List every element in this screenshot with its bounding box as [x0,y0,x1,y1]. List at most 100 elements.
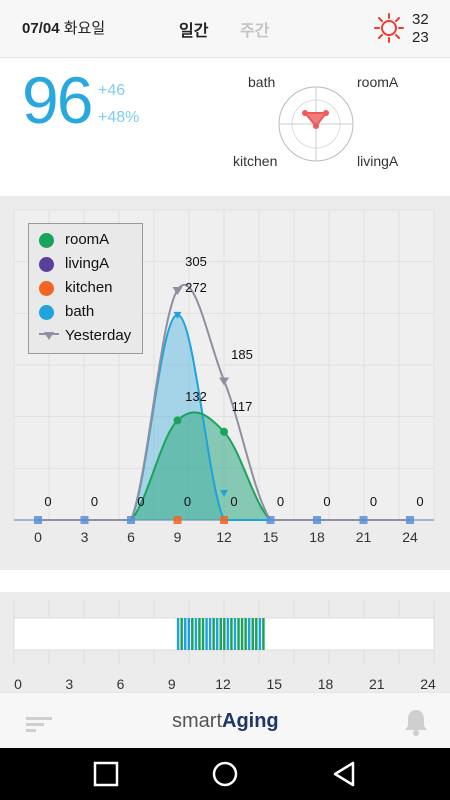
timeline-bar-bath [208,618,212,650]
score-delta-percent: +48% [98,109,140,126]
timeline-bar-rooma [219,618,223,650]
data-label: 0 [416,494,423,509]
data-label: 305 [185,254,207,269]
x-tick-label: 24 [402,529,418,545]
timeline-bar-bath [226,618,230,650]
score-panel: 96 +46 +48% bath roomA kitchen livingA [0,58,450,196]
marker-base [220,516,228,524]
timeline-bar-rooma [255,618,258,650]
timeline-tick-label: 24 [420,676,436,692]
room-label-kitchen: kitchen [233,153,278,169]
marker-bath [220,489,228,497]
timeline-bar-rooma [262,618,265,650]
data-label: 0 [230,494,237,509]
brand-bold: Aging [222,710,279,732]
chart-x-ticks: 0 3 6 9 12 15 18 21 24 [34,529,418,545]
marker-base [127,516,135,524]
temp-low: 23 [412,29,429,46]
marker-base [173,516,182,524]
x-tick-label: 0 [34,529,42,545]
timeline-bar-rooma [201,618,205,650]
timeline-bar-bath [187,618,191,650]
daily-activity-chart: 0 0 0 0 0 0 0 0 0 305 272 185 132 117 0 3 6 9 12 15 18 21 24 … [0,196,450,570]
marker-base [34,516,42,524]
timeline-tick-label: 6 [117,676,125,692]
room-label-bath: bath [248,74,276,90]
marker-yesterday [219,377,229,386]
timeline-ticks: 0 3 6 9 12 15 18 21 24 [14,676,436,692]
back-icon[interactable] [331,760,359,788]
data-label: 0 [277,494,284,509]
chart-markers [34,286,414,524]
radar-point-bath [302,110,308,116]
timeline-tick-label: 18 [318,676,334,692]
data-label: 185 [231,347,253,362]
activity-score: 96 [22,63,93,137]
area-rooma [38,412,410,520]
section-divider [0,570,450,592]
score-delta-absolute: +46 [98,82,126,99]
radar-point-rooma [323,110,329,116]
tab-weekly[interactable]: 주간 [240,23,270,40]
chart-legend: roomA livingA kitchen bath Yesterday [28,223,143,354]
legend-label: Yesterday [65,327,132,344]
marker-rooma [220,427,228,436]
timeline-bar-bath [247,618,251,650]
radar-shape [302,112,329,128]
date-value: 07/04 [22,20,60,37]
timeline-tick-label: 21 [369,676,385,692]
data-label: 0 [370,494,377,509]
marker-yesterday [172,286,183,295]
room-label-livinga: livingA [357,153,399,169]
data-label: 132 [185,389,207,404]
data-label: 0 [184,494,191,509]
legend-marker [39,257,54,272]
timeline-tick-label: 15 [266,676,282,692]
bell-icon[interactable] [403,708,429,736]
legend-label: kitchen [65,279,113,296]
marker-base [313,516,321,524]
timeline-canvas: 0 3 6 9 12 15 18 21 24 [13,600,436,692]
timeline-bar-rooma [230,618,233,650]
timeline-bar-rooma [251,618,254,650]
timeline-bar-bath [215,618,219,650]
x-tick-label: 3 [81,529,89,545]
marker-base [266,516,275,524]
timeline-bar-rooma [191,618,194,650]
data-label: 0 [91,494,98,509]
timeline-bar-rooma [180,618,183,650]
top-bar: 07/04 화요일 일간 주간 32 23 [0,0,450,58]
home-icon[interactable] [211,760,239,788]
recent-apps-icon[interactable] [92,760,120,788]
marker-base [406,516,414,524]
timeline-bar-bath [183,618,187,650]
marker-base [80,516,89,524]
legend-label: bath [65,303,95,320]
timeline-bar-bath [205,618,208,650]
timeline-bar-bath [258,618,262,650]
data-label: 0 [323,494,330,509]
data-label: 272 [185,280,207,295]
timeline-tick-label: 0 [14,676,22,692]
timeline-tick-label: 9 [168,676,176,692]
temperature-readout: 32 23 [412,11,429,47]
legend-marker [39,305,54,320]
tab-daily[interactable]: 일간 [179,23,209,40]
menu-icon[interactable] [26,714,52,734]
brand-light: smart [172,710,222,732]
data-label: 117 [232,399,253,414]
weekday-label: 화요일 [63,20,106,37]
marker-bath [173,311,182,319]
timeline-bar-rooma [212,618,215,650]
activity-timeline: 0 3 6 9 12 15 18 21 24 [0,592,450,692]
system-navigation-bar [0,748,450,800]
timeline-bar-bath [233,618,237,650]
timeline-bar-bath [194,618,198,650]
line-yesterday [38,283,410,521]
x-tick-label: 9 [174,529,182,545]
legend-marker [39,332,59,340]
timeline-bar-rooma [237,618,240,650]
timeline-bar-rooma [244,618,247,650]
x-tick-label: 6 [127,529,135,545]
temp-high: 32 [412,11,429,28]
